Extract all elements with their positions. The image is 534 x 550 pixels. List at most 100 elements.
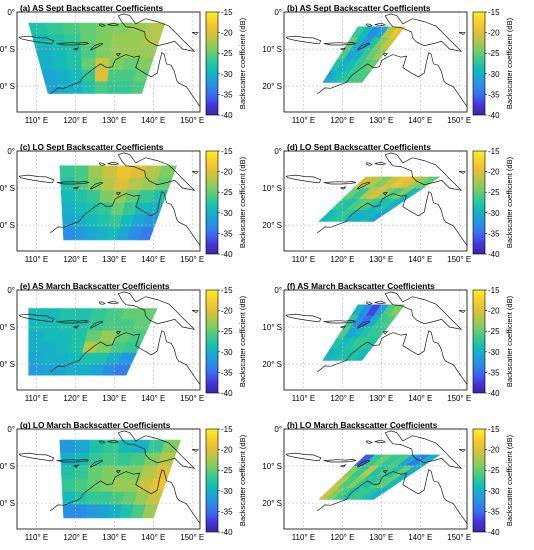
colorbar-tick-label: -40: [488, 250, 500, 259]
x-tick-label: 130° E: [102, 116, 126, 125]
swath-cell: [354, 348, 372, 361]
x-tick-label: 150° E: [180, 116, 204, 125]
colorbar-tick-label: -35: [488, 229, 500, 238]
colorbar-tick-label: -15: [221, 8, 233, 17]
coastlines: [18, 13, 200, 108]
swath-cell: [88, 452, 105, 467]
colorbar-label: Backscatter coefficient (dB): [505, 295, 514, 387]
colorbar-label: Backscatter coefficient (dB): [505, 434, 514, 526]
y-tick-label: 20° S: [0, 499, 15, 508]
swath-cell: [87, 465, 103, 480]
colorbar: [205, 428, 219, 533]
swath-cell: [28, 22, 49, 36]
y-tick-label: 20° S: [262, 82, 282, 91]
swath-cell: [111, 34, 130, 47]
colorbar-tick-label: -20: [221, 446, 233, 455]
colorbar-tick-label: -20: [488, 307, 500, 316]
colorbar-tick-label: -30: [488, 70, 500, 79]
x-tick-label: 110° E: [25, 533, 49, 542]
colorbar-tick-label: -25: [488, 327, 500, 336]
panel-title: (c) LO Sept Backscatter Coefficients: [20, 142, 164, 152]
x-tick-label: 150° E: [180, 255, 204, 264]
panel-6: (f) AS March Backscatter Coefficients 110…: [262, 281, 514, 403]
y-tick-label: 10° S: [0, 462, 15, 471]
colorbar-tick-label: -30: [221, 348, 233, 357]
colorbar-tick-label: -25: [221, 327, 233, 336]
coastlines: [285, 152, 467, 247]
x-tick-label: 130° E: [102, 394, 126, 403]
panel-7: (g) LO March Backscatter Coefficients 110…: [0, 420, 247, 542]
map-frame: [16, 150, 201, 252]
swath-cell: [79, 22, 98, 36]
colorbar-tick-label: -35: [488, 507, 500, 516]
coastlines: [285, 291, 467, 386]
panel-8: (h) LO March Backscatter Coefficients 110…: [262, 420, 514, 542]
swath-cell: [28, 363, 42, 376]
coastlines: [18, 430, 200, 525]
colorbar-tick-label: -25: [488, 466, 500, 475]
colorbar-tick-label: -35: [221, 229, 233, 238]
x-tick-label: 140° E: [408, 533, 432, 542]
swath-cell: [61, 478, 76, 493]
colorbar-tick-label: -20: [221, 307, 233, 316]
swath-cell: [45, 22, 65, 36]
colorbar-tick-label: -20: [488, 29, 500, 38]
swath-cell: [96, 504, 111, 519]
swath-cell: [74, 478, 89, 493]
swath: [59, 165, 178, 241]
swath-cell: [74, 439, 91, 454]
swath-cell: [101, 165, 119, 179]
swath-cell: [59, 439, 76, 454]
colorbar-tick-label: -20: [488, 446, 500, 455]
swath-cell: [138, 227, 155, 241]
y-tick-label: 0°: [7, 425, 15, 434]
swath-cell: [28, 319, 45, 332]
swath-cell: [95, 57, 111, 71]
colorbar-tick-label: -15: [488, 286, 500, 295]
swath-cell: [53, 352, 70, 365]
map-frame: [16, 11, 201, 113]
coastlines: [18, 291, 200, 386]
swath-cell: [100, 177, 117, 191]
x-tick-label: 150° E: [447, 116, 471, 125]
panel-title: (f) AS March Backscatter Coefficients: [287, 281, 435, 291]
x-tick-label: 110° E: [25, 255, 49, 264]
x-tick-label: 140° E: [141, 255, 165, 264]
swath-cell: [74, 214, 87, 228]
colorbar-label: Backscatter coefficient (dB): [505, 156, 514, 248]
swath-cell: [31, 34, 51, 47]
colorbar-tick-label: -30: [488, 487, 500, 496]
swath-cell: [62, 227, 75, 241]
swath-cell: [96, 214, 111, 228]
colorbar-tick-label: -15: [221, 147, 233, 156]
swath-cell: [109, 46, 128, 59]
swath-cell: [95, 46, 112, 59]
swath-cell: [74, 165, 90, 179]
swath-cell: [74, 308, 94, 320]
y-tick-label: 10° S: [262, 462, 282, 471]
swath-cell: [85, 504, 99, 519]
swath-cell: [28, 352, 43, 365]
swath-cell: [74, 465, 90, 480]
colorbar-tick-label: -35: [221, 507, 233, 516]
panel-4: (d) LO Sept Backscatter Coefficients 110°…: [262, 142, 514, 264]
swath-cell: [74, 177, 89, 191]
swath-cell: [94, 69, 110, 83]
swath-cell: [55, 341, 72, 354]
y-tick-label: 0°: [274, 286, 282, 295]
swath-cell: [144, 22, 166, 36]
x-tick-label: 150° E: [180, 533, 204, 542]
colorbar: [205, 289, 219, 394]
swath-cell: [56, 330, 74, 343]
colorbar-tick-label: -30: [221, 209, 233, 218]
x-tick-label: 120° E: [63, 116, 87, 125]
x-tick-label: 120° E: [330, 533, 354, 542]
colorbar-tick-label: -25: [488, 49, 500, 58]
x-tick-label: 130° E: [369, 394, 393, 403]
x-tick-label: 110° E: [25, 394, 49, 403]
colorbar-tick-label: -40: [221, 250, 233, 259]
y-tick-label: 10° S: [0, 45, 15, 54]
panel-title: (a) AS Sept Backscatter Coefficients: [20, 3, 163, 13]
y-tick-label: 10° S: [262, 184, 282, 193]
swath-cell: [74, 202, 88, 216]
